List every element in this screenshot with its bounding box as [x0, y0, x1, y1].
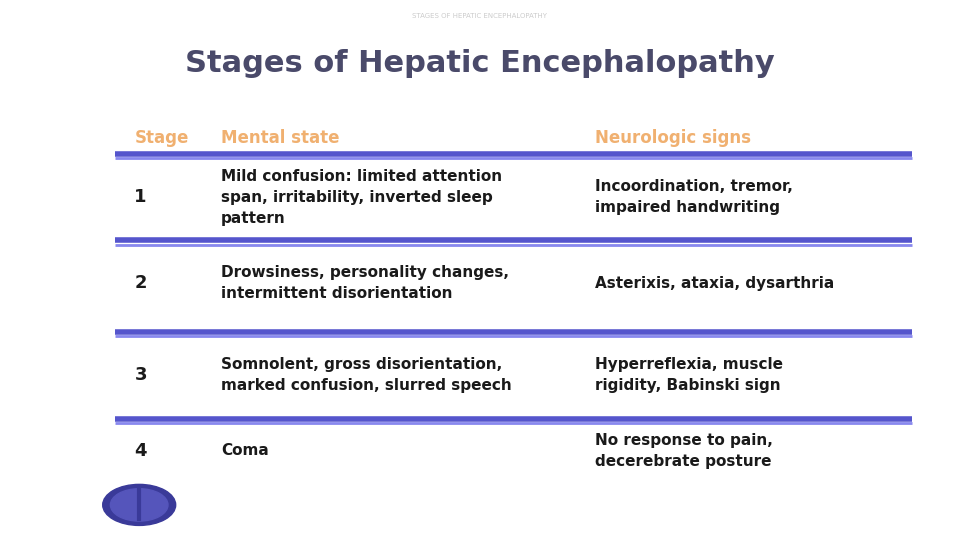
Text: Asterixis, ataxia, dysarthria: Asterixis, ataxia, dysarthria: [595, 276, 834, 291]
Text: No response to pain,
decerebrate posture: No response to pain, decerebrate posture: [595, 433, 773, 469]
Text: Drowsiness, personality changes,
intermittent disorientation: Drowsiness, personality changes, intermi…: [221, 266, 509, 301]
Text: Hyperreflexia, muscle
rigidity, Babinski sign: Hyperreflexia, muscle rigidity, Babinski…: [595, 357, 783, 393]
Text: Incoordination, tremor,
impaired handwriting: Incoordination, tremor, impaired handwri…: [595, 179, 793, 215]
Text: STAGES OF HEPATIC ENCEPHALOPATHY: STAGES OF HEPATIC ENCEPHALOPATHY: [413, 14, 547, 19]
Text: 2: 2: [134, 274, 147, 293]
Text: Somnolent, gross disorientation,
marked confusion, slurred speech: Somnolent, gross disorientation, marked …: [221, 357, 512, 393]
Text: Stage: Stage: [134, 129, 189, 147]
Text: Mental state: Mental state: [221, 129, 339, 147]
Text: 3: 3: [134, 366, 147, 384]
Text: Stages of Hepatic Encephalopathy: Stages of Hepatic Encephalopathy: [185, 49, 775, 78]
Text: Neurologic signs: Neurologic signs: [595, 129, 752, 147]
Text: Mild confusion: limited attention
span, irritability, inverted sleep
pattern: Mild confusion: limited attention span, …: [221, 168, 502, 226]
Text: Coma: Coma: [221, 443, 269, 458]
Text: 4: 4: [134, 442, 147, 460]
Text: 1: 1: [134, 188, 147, 206]
Circle shape: [110, 489, 168, 521]
Circle shape: [103, 484, 176, 525]
